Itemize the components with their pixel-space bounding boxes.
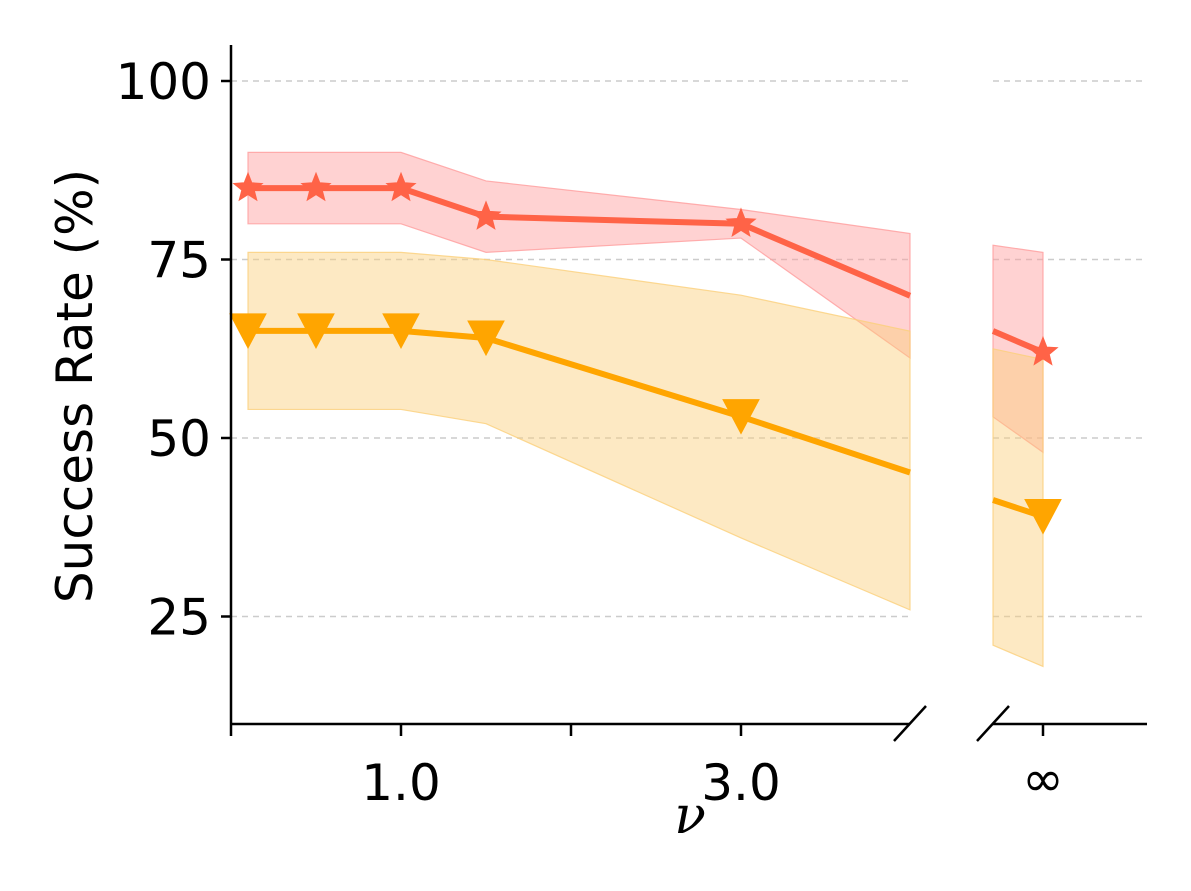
- point-triangle-5: [1024, 499, 1062, 535]
- x-tick-label-infinity: ∞: [1022, 750, 1064, 808]
- point-star-5: [1027, 335, 1059, 366]
- axis-break-mark-right: [976, 705, 1010, 742]
- y-axis-label: Success Rate (%): [46, 169, 104, 603]
- y-tick-label: 50: [147, 410, 211, 468]
- x-tick-label: 1.0: [361, 754, 441, 812]
- line-left-series-0: [248, 185, 912, 299]
- point-star-0: [232, 171, 264, 202]
- point-triangle-0: [229, 313, 267, 349]
- line-left-series-1: [248, 327, 911, 476]
- point-triangle-4: [722, 399, 760, 435]
- tick-labels: 25 50 75 100 1.0 3.0 ∞: [116, 53, 1064, 812]
- point-star-4: [725, 207, 757, 238]
- point-star-1: [300, 171, 332, 202]
- y-tick-label: 100: [116, 53, 211, 111]
- point-triangle-1: [297, 313, 335, 349]
- x-axis-label: ν: [674, 786, 706, 846]
- point-star-3: [470, 200, 502, 230]
- point-triangle-2: [382, 313, 420, 349]
- axes: [221, 45, 1147, 742]
- y-tick-label: 75: [147, 232, 211, 290]
- point-star-2: [385, 171, 417, 202]
- axis-break-mark-left: [893, 705, 927, 742]
- confidence-bands: [247, 151, 1044, 668]
- x-tick-label: 3.0: [701, 754, 781, 812]
- point-triangle-3: [467, 320, 505, 357]
- y-tick-label: 25: [147, 589, 211, 647]
- series-markers: [229, 171, 1062, 535]
- band-left-series-1: [247, 251, 911, 611]
